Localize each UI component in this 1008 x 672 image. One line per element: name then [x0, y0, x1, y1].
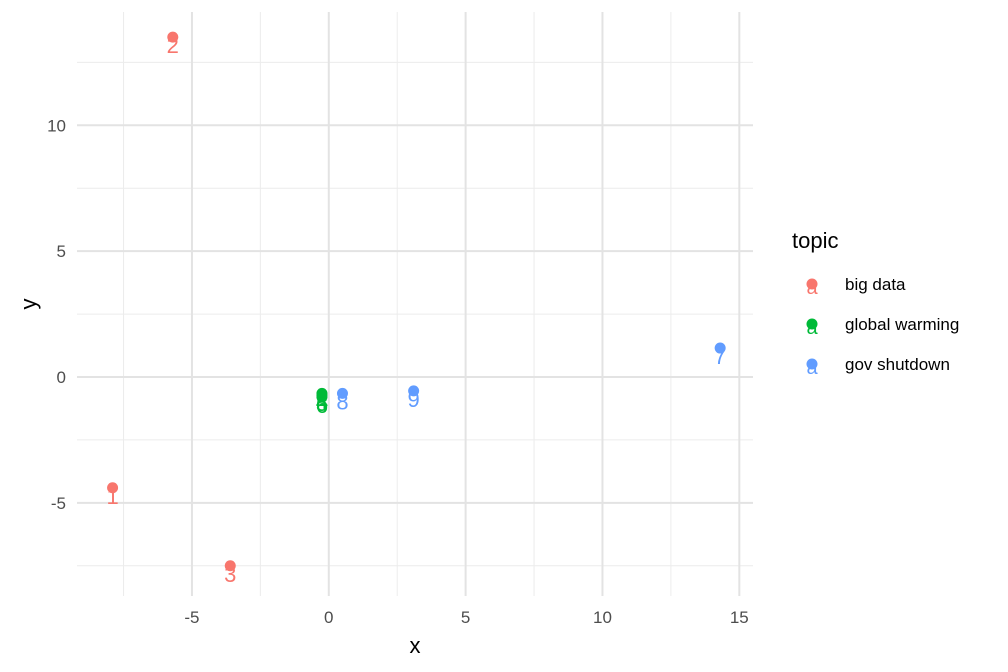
data-point — [336, 387, 348, 399]
point-label: 2 — [167, 33, 179, 58]
data-point — [316, 391, 328, 403]
x-axis-ticks: -5 0 5 10 15 — [184, 608, 748, 627]
point-label: 6 — [316, 393, 328, 418]
point-label: 8 — [336, 389, 348, 414]
data-point — [408, 385, 420, 397]
point-label: 1 — [106, 484, 118, 509]
point-label: 7 — [714, 344, 726, 369]
x-tick-label: -5 — [184, 608, 199, 627]
legend: topic abig dataaglobal warmingagov shutd… — [792, 228, 959, 379]
data-point — [714, 342, 726, 354]
minor-grid — [77, 12, 753, 596]
legend-label: global warming — [845, 315, 959, 334]
y-tick-label: 0 — [57, 368, 66, 387]
y-tick-label: 5 — [57, 242, 66, 261]
data-points — [107, 31, 726, 572]
data-point — [224, 560, 236, 572]
legend-key-point — [806, 358, 818, 370]
legend-key-point — [806, 318, 818, 330]
legend-label: big data — [845, 275, 906, 294]
y-axis-ticks: -5 0 5 10 — [47, 116, 66, 513]
y-tick-label: -5 — [51, 494, 66, 513]
major-grid — [77, 12, 753, 596]
legend-label: gov shutdown — [845, 355, 950, 374]
point-label: 3 — [224, 562, 236, 587]
x-tick-label: 5 — [461, 608, 470, 627]
y-tick-label: 10 — [47, 116, 66, 135]
point-label: 9 — [408, 387, 420, 412]
data-point — [167, 31, 179, 43]
data-point — [107, 482, 119, 494]
x-tick-label: 10 — [593, 608, 612, 627]
x-tick-label: 0 — [324, 608, 333, 627]
point-label: 5 — [316, 391, 328, 416]
legend-items: abig dataaglobal warmingagov shutdown — [806, 275, 959, 379]
x-tick-label: 15 — [730, 608, 749, 627]
x-axis-title: x — [410, 633, 421, 658]
point-label: 4 — [316, 389, 328, 414]
y-axis-title: y — [16, 299, 41, 310]
data-point-labels: 1 2 3 456 7 8 9 — [106, 33, 726, 587]
legend-title: topic — [792, 228, 838, 253]
legend-key-point — [806, 278, 818, 290]
